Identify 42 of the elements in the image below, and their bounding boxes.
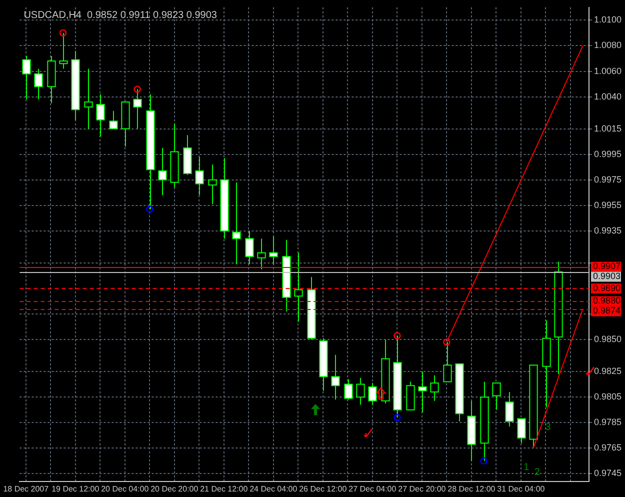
ref-line-label: 0.9903 [593,271,621,282]
x-tick-label: 21 Dec 12:00 [200,484,248,494]
point [443,338,450,346]
x-tick-label: 24 Dec 04:00 [250,484,298,494]
point [394,414,401,422]
x-tick-label: 27 Dec 20:00 [398,484,446,494]
y-tick-label: 1.0100 [594,14,622,25]
annotation: 1 [524,462,530,474]
y-tick-label: 1.0015 [594,123,622,134]
point [480,457,488,465]
x-tick-label: 27 Dec 04:00 [348,484,397,494]
ref-line-label: 0.9880 [593,296,621,306]
y-tick-label: 0.9935 [594,225,622,236]
chart-title: USDCAD,H4 0.9852 0.9911 0.9823 0.9903 [24,10,218,22]
ref-line-label: 0.9890 [593,282,621,293]
y-tick-label: 1.0080 [594,40,622,50]
x-tick-label: 20 Dec 20:00 [150,484,199,494]
y-tick-label: 0.9995 [594,148,622,159]
y-tick-label: 0.9765 [594,442,622,453]
y-tick-label: 0.9955 [594,200,622,210]
x-tick-label: 26 Dec 12:00 [299,484,348,494]
y-tick-label: 0.9805 [594,392,622,402]
x-tick-label: 20 Dec 04:00 [101,484,150,494]
x-tick-label: 19 Dec 12:00 [52,484,100,494]
y-tick-label: 1.0060 [594,66,622,76]
y-tick-label: 0.9745 [594,468,622,478]
x-tick-label: 31 Dec 04:00 [497,484,546,494]
x-tick-label: 28 Dec 12:00 [448,484,496,494]
y-tick-label: 1.0040 [594,91,622,102]
y-tick-label: 0.9850 [594,334,622,344]
y-tick-label: 0.9825 [594,366,622,376]
point [59,29,67,37]
annotation: 2 [534,467,540,478]
point [134,86,141,93]
y-tick-label: 0.9975 [594,174,622,184]
ref-line-label: 0.9874 [593,306,621,316]
point [146,206,154,213]
annotation: 3 [545,422,552,434]
y-tick-label: 0.9785 [594,417,622,428]
point [394,332,401,340]
ref-line-label: 0.9907 [593,261,621,272]
x-tick-label: 18 Dec 2007 [3,484,50,494]
